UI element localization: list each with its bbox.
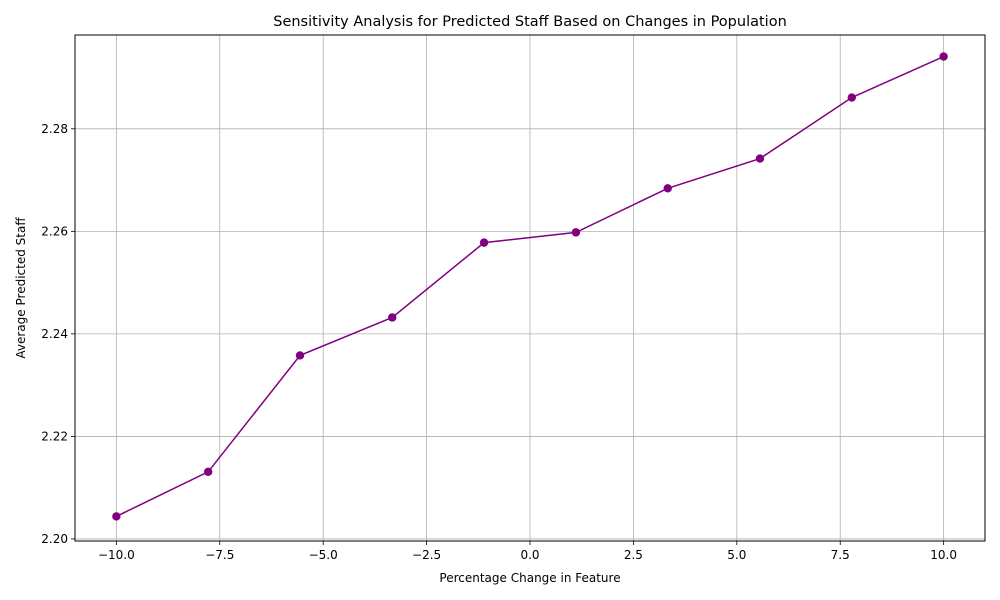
grid-lines — [75, 35, 985, 541]
data-point — [203, 467, 213, 476]
y-tick-label: 2.26 — [41, 224, 68, 238]
x-axis-title: Percentage Change in Feature — [439, 571, 620, 585]
data-point — [939, 52, 948, 61]
data-point — [663, 184, 672, 193]
x-tick-label: 2.5 — [624, 548, 643, 562]
data-point — [479, 238, 489, 247]
y-axis-title: Average Predicted Staff — [14, 217, 28, 359]
y-tick-label: 2.24 — [41, 327, 68, 341]
data-point — [847, 93, 857, 102]
y-axis-ticks: 2.20 2.22 2.24 2.26 2.28 — [41, 122, 75, 546]
chart-title: Sensitivity Analysis for Predicted Staff… — [273, 14, 787, 30]
data-point — [112, 512, 121, 521]
y-tick-label: 2.20 — [41, 532, 68, 546]
x-axis-ticks: −10.0 −7.5 −5.0 −2.5 0.0 2.5 5.0 7.5 10.0 — [98, 541, 957, 562]
x-tick-label: −2.5 — [412, 548, 441, 562]
x-tick-label: 5.0 — [727, 548, 746, 562]
x-tick-label: 0.0 — [520, 548, 539, 562]
x-tick-label: −7.5 — [205, 548, 234, 562]
x-tick-label: −10.0 — [98, 548, 135, 562]
x-tick-label: −5.0 — [309, 548, 338, 562]
x-tick-label: 10.0 — [930, 548, 957, 562]
series-line — [116, 55, 944, 518]
data-point — [295, 351, 305, 360]
data-point — [755, 154, 765, 163]
y-tick-label: 2.22 — [41, 429, 68, 443]
data-point — [388, 313, 397, 322]
series-layer — [112, 52, 948, 521]
data-point — [571, 228, 581, 237]
y-tick-label: 2.28 — [41, 122, 68, 136]
x-tick-label: 7.5 — [831, 548, 850, 562]
